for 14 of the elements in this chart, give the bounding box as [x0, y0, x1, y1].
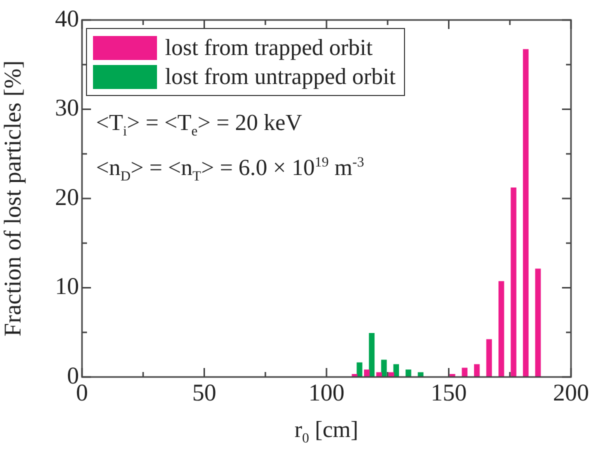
x-tick-label: 150	[430, 380, 467, 407]
legend-label: lost from trapped orbit	[165, 34, 373, 62]
annotation: <n$_{D}$> = <n$_{T}$> = 6.0 × 10$^{19}$ m$^{-3}$	[96, 155, 364, 186]
legend-label: lost from untrapped orbit	[165, 63, 396, 91]
x-tick-label: 50	[192, 380, 216, 407]
x-axis-title: r$_{0}$ [cm]	[294, 417, 358, 448]
y-tick-label: 10	[55, 274, 79, 300]
y-tick-label: 40	[55, 6, 79, 32]
y-axis-title: Fraction of lost particles [%]	[0, 60, 27, 336]
y-tick-label: 20	[55, 184, 79, 211]
x-tick-label: 200	[553, 380, 589, 407]
y-tick-label: 30	[55, 96, 79, 122]
x-tick-label: 100	[308, 380, 344, 407]
annotation: <T$_{i}$> = <T$_{e}$> = 20 keV	[96, 110, 302, 141]
